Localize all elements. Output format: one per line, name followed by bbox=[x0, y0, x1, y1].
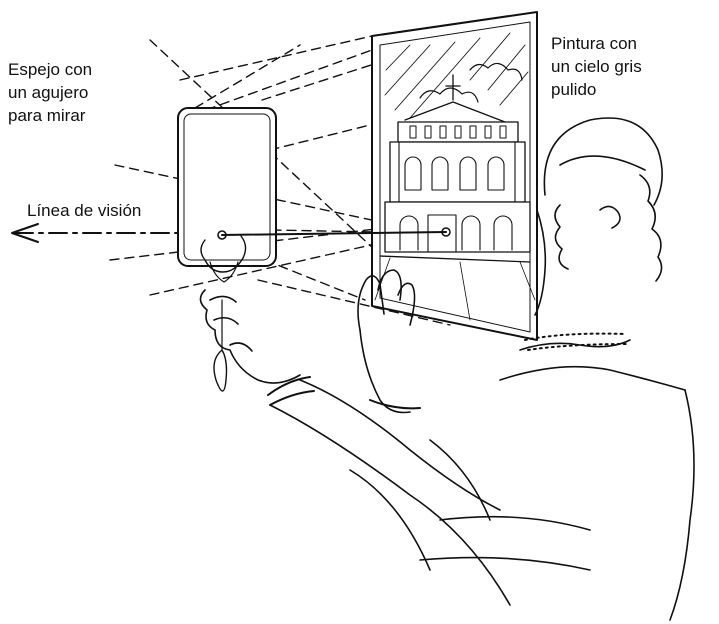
observer-figure bbox=[199, 117, 695, 621]
painting-label-line-1: Pintura con bbox=[551, 34, 637, 53]
painting-panel bbox=[371, 11, 538, 341]
mirror-label-line-3: para mirar bbox=[8, 106, 86, 125]
mirror-label-line-1: Espejo con bbox=[8, 60, 93, 79]
mirror-label-line-2: un agujero bbox=[8, 83, 89, 102]
sight-line bbox=[11, 223, 447, 243]
painting-label: Pintura con un cielo gris pulido bbox=[551, 32, 642, 101]
hand-mirror bbox=[177, 107, 277, 392]
mirror-label: Espejo con un agujero para mirar bbox=[8, 58, 92, 127]
sight-line-label: Línea de visión bbox=[27, 199, 141, 222]
painting-label-line-2: un cielo gris bbox=[551, 57, 642, 76]
arrow-left-icon bbox=[11, 223, 39, 243]
painting-label-line-3: pulido bbox=[551, 80, 597, 99]
baptistery-building bbox=[379, 74, 531, 263]
sight-line-label-text: Línea de visión bbox=[27, 201, 142, 220]
